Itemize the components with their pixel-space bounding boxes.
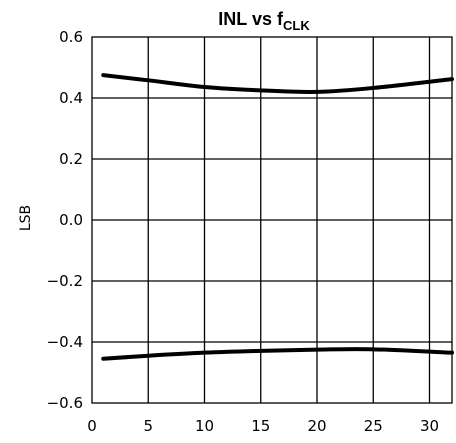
x-tick-label: 5	[143, 417, 153, 435]
y-tick-label: 0.4	[59, 89, 83, 107]
x-tick-label: 0	[87, 417, 97, 435]
y-tick-label: 0.6	[59, 28, 83, 46]
inl-negative-line	[103, 349, 452, 359]
x-tick-label: 30	[420, 417, 439, 435]
y-tick-label: 0.0	[59, 211, 83, 229]
x-tick-label: 15	[251, 417, 270, 435]
x-tick-label: 10	[195, 417, 214, 435]
series-lines	[103, 75, 452, 359]
y-tick-label: 0.2	[59, 150, 83, 168]
chart-title-subscript: CLK	[283, 18, 310, 33]
chart-title-main: INL vs f	[218, 9, 284, 29]
y-axis-label: LSB	[18, 205, 34, 231]
x-tick-label: 25	[364, 417, 383, 435]
y-tick-label: −0.6	[47, 394, 83, 412]
chart-title: INL vs fCLK	[218, 9, 310, 33]
x-tick-label: 20	[307, 417, 326, 435]
y-tick-label: −0.4	[47, 333, 83, 351]
y-tick-label: −0.2	[47, 272, 83, 290]
inl-positive-line	[103, 75, 452, 92]
